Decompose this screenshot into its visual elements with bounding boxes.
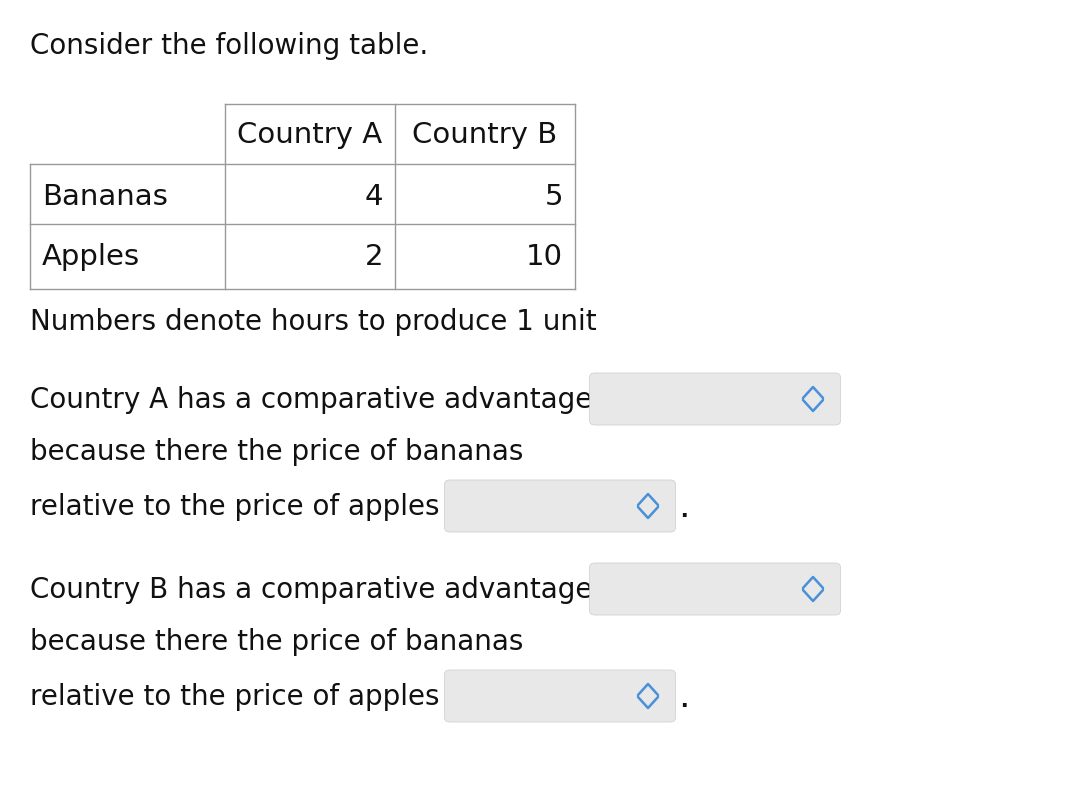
Text: .: . xyxy=(678,679,690,713)
FancyBboxPatch shape xyxy=(444,671,676,722)
Text: 4: 4 xyxy=(364,183,383,210)
Text: because there the price of bananas: because there the price of bananas xyxy=(30,438,523,466)
Text: Bananas: Bananas xyxy=(42,183,168,210)
Text: Country B: Country B xyxy=(412,120,558,149)
FancyBboxPatch shape xyxy=(589,373,840,426)
Text: .: . xyxy=(678,489,690,524)
Text: Apples: Apples xyxy=(42,243,141,271)
Text: Country A: Country A xyxy=(238,120,383,149)
FancyBboxPatch shape xyxy=(589,563,840,615)
Text: Consider the following table.: Consider the following table. xyxy=(30,32,428,60)
Text: relative to the price of apples is: relative to the price of apples is xyxy=(30,492,470,520)
Text: Country B has a comparative advantage at: Country B has a comparative advantage at xyxy=(30,575,629,603)
Text: 10: 10 xyxy=(526,243,563,271)
FancyBboxPatch shape xyxy=(444,480,676,532)
Text: 2: 2 xyxy=(364,243,383,271)
Text: because there the price of bananas: because there the price of bananas xyxy=(30,627,523,655)
Text: relative to the price of apples is: relative to the price of apples is xyxy=(30,683,470,710)
Text: 5: 5 xyxy=(545,183,563,210)
Text: Numbers denote hours to produce 1 unit: Numbers denote hours to produce 1 unit xyxy=(30,308,597,336)
Text: Country A has a comparative advantage at: Country A has a comparative advantage at xyxy=(30,385,629,414)
